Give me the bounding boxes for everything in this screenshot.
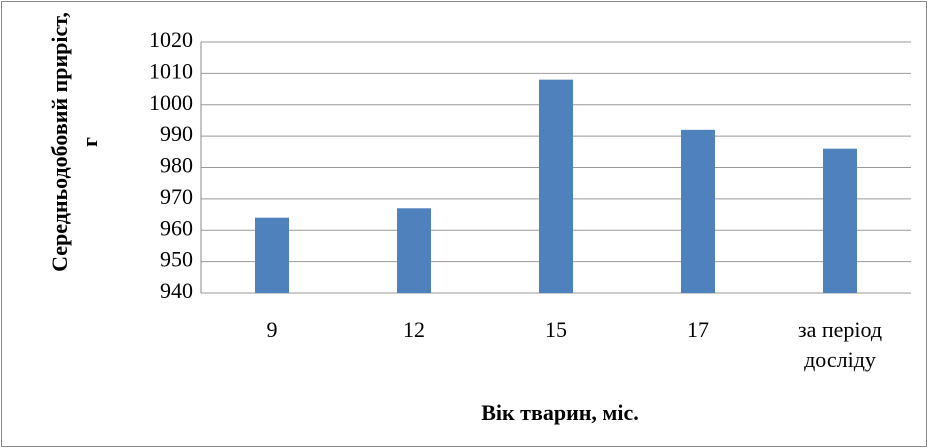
x-tick-label: 12 xyxy=(403,317,425,342)
x-tick-label: 15 xyxy=(545,317,567,342)
y-tick-label: 980 xyxy=(160,153,193,178)
bar xyxy=(681,129,715,293)
x-axis-title: Вік тварин, міс. xyxy=(481,400,639,425)
y-tick-label: 960 xyxy=(160,215,193,240)
y-tick-label: 970 xyxy=(160,184,193,209)
y-tick-label: 1000 xyxy=(149,90,193,115)
y-tick-label: 950 xyxy=(160,247,193,272)
bar xyxy=(823,148,857,293)
y-tick-label: 1010 xyxy=(149,58,193,83)
x-tick-label: 17 xyxy=(687,317,709,342)
y-axis-title: Середньодобовий приріст, г xyxy=(47,12,102,272)
bar xyxy=(539,79,573,294)
y-tick-label: 940 xyxy=(160,278,193,303)
y-tick-label: 1020 xyxy=(149,27,193,52)
bar xyxy=(255,217,289,293)
y-tick-label: 990 xyxy=(160,121,193,146)
x-tick-label: за період досліду xyxy=(797,317,883,372)
x-tick-label: 9 xyxy=(266,317,278,342)
bar xyxy=(397,208,431,293)
